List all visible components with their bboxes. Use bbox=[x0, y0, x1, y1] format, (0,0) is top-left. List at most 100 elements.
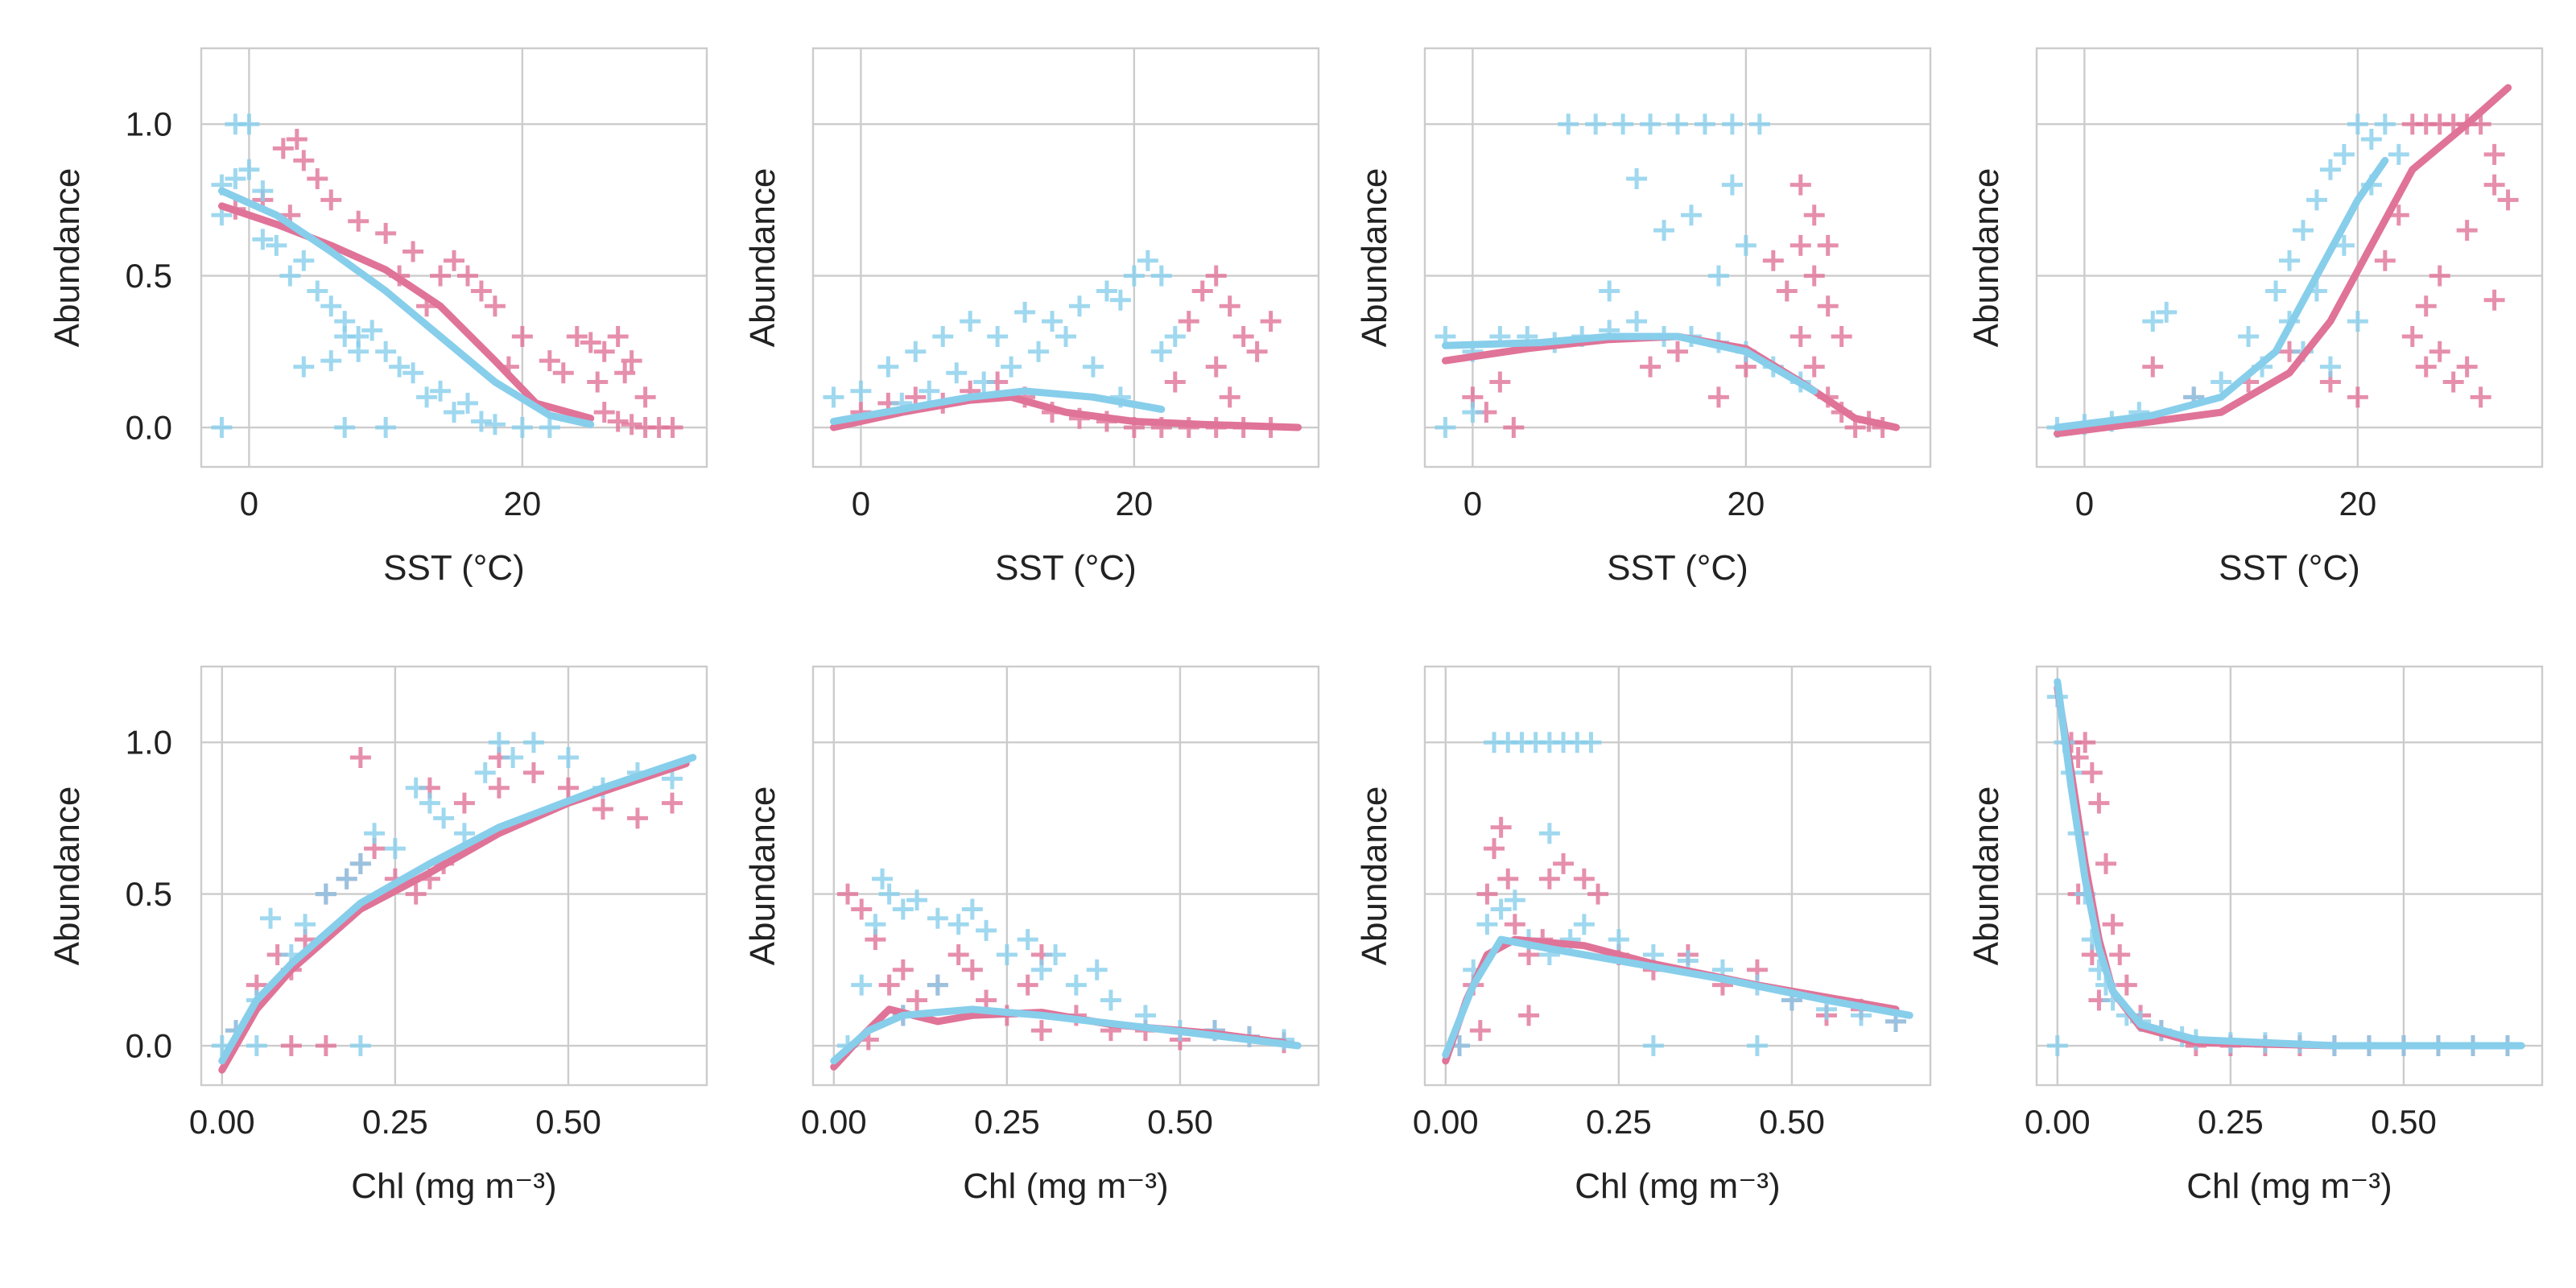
data-point bbox=[851, 974, 873, 996]
panel-1: 0 20 0.0 0.5 1.0 SST (°C) Abundance bbox=[47, 47, 708, 588]
x-tick-label: 0 bbox=[2075, 485, 2094, 522]
panel-4: 0 20 SST (°C) Abundance bbox=[1967, 47, 2544, 588]
data-point bbox=[2347, 311, 2368, 332]
data-point bbox=[932, 325, 954, 347]
data-point bbox=[905, 341, 927, 362]
data-point bbox=[1504, 890, 1525, 911]
data-point bbox=[2265, 280, 2287, 302]
data-point bbox=[211, 417, 233, 439]
data-point bbox=[2292, 220, 2314, 242]
panel-2: 0 20 SST (°C) Abundance bbox=[743, 47, 1320, 588]
x-tick-label: 0 bbox=[1463, 485, 1482, 522]
trend-line-2 bbox=[1442, 332, 1818, 395]
data-point bbox=[1746, 1035, 1768, 1057]
trend-line-2 bbox=[2054, 678, 2525, 1050]
data-point bbox=[1462, 402, 1484, 423]
data-point bbox=[1721, 174, 1743, 196]
x-axis-label: SST (°C) bbox=[2219, 548, 2360, 588]
y-tick-label: 0.5 bbox=[126, 875, 172, 913]
data-point bbox=[662, 417, 683, 439]
data-point bbox=[430, 265, 452, 287]
data-point bbox=[293, 250, 315, 271]
data-point bbox=[892, 898, 914, 920]
data-point bbox=[252, 229, 274, 250]
data-point bbox=[1030, 959, 1052, 980]
data-point bbox=[1497, 868, 1519, 890]
data-point bbox=[1817, 234, 1839, 256]
axes-frame bbox=[811, 47, 1320, 469]
x-axis-label: SST (°C) bbox=[383, 548, 525, 588]
data-point bbox=[315, 883, 336, 905]
data-point bbox=[1164, 371, 1186, 393]
data-point bbox=[474, 762, 496, 783]
data-point bbox=[1100, 989, 1121, 1011]
x-tick-label: 0.00 bbox=[189, 1103, 255, 1141]
data-point bbox=[1001, 356, 1022, 378]
x-tick-label: 0.25 bbox=[1586, 1103, 1652, 1141]
data-point bbox=[927, 907, 948, 929]
data-point bbox=[2102, 914, 2124, 935]
trend-line-2 bbox=[218, 753, 697, 1065]
data-point bbox=[961, 959, 983, 980]
data-point bbox=[947, 943, 969, 965]
data-point bbox=[1205, 356, 1227, 378]
data-point bbox=[892, 959, 914, 980]
data-point bbox=[593, 402, 615, 423]
data-point bbox=[511, 417, 533, 439]
data-point bbox=[2483, 174, 2505, 196]
data-point bbox=[2074, 732, 2096, 753]
plot-area bbox=[2046, 84, 2519, 439]
data-point bbox=[2347, 114, 2368, 135]
data-point bbox=[1667, 114, 1688, 135]
data-point bbox=[1762, 250, 1784, 271]
series-2 bbox=[1435, 114, 1811, 439]
data-point bbox=[1219, 295, 1241, 317]
data-point bbox=[1219, 386, 1241, 408]
data-point bbox=[1469, 1020, 1491, 1042]
data-point bbox=[266, 234, 287, 256]
data-point bbox=[1030, 1020, 1052, 1042]
plot-area bbox=[211, 114, 683, 439]
trend-line-1 bbox=[218, 760, 690, 1074]
data-point bbox=[1476, 914, 1498, 935]
data-point bbox=[2374, 250, 2396, 271]
axes-frame bbox=[811, 665, 1320, 1087]
data-point bbox=[389, 356, 411, 378]
data-point bbox=[2319, 159, 2341, 180]
plot-area bbox=[1435, 114, 1901, 439]
data-point bbox=[384, 838, 406, 860]
data-point bbox=[2238, 325, 2260, 347]
data-point bbox=[621, 414, 642, 436]
data-point bbox=[1232, 325, 1254, 347]
x-axis-label: Chl (mg m⁻³) bbox=[963, 1166, 1168, 1206]
data-point bbox=[405, 777, 427, 799]
data-point bbox=[225, 168, 246, 190]
x-tick-label: 0.25 bbox=[2198, 1103, 2264, 1141]
data-point bbox=[364, 823, 386, 844]
data-point bbox=[1205, 265, 1227, 287]
data-point bbox=[2109, 943, 2131, 965]
x-tick-label: 0.25 bbox=[974, 1103, 1040, 1141]
data-point bbox=[2456, 356, 2478, 378]
data-point bbox=[320, 350, 342, 372]
data-point bbox=[260, 907, 282, 929]
data-point bbox=[1653, 220, 1675, 242]
data-point bbox=[1503, 417, 1525, 439]
data-point bbox=[906, 890, 928, 911]
data-point bbox=[444, 250, 464, 271]
trend-line-2 bbox=[2054, 156, 2389, 431]
x-tick-label: 0.50 bbox=[1759, 1103, 1825, 1141]
data-point bbox=[488, 777, 510, 799]
data-point bbox=[2483, 289, 2505, 311]
data-point bbox=[238, 114, 260, 135]
data-point bbox=[1803, 265, 1825, 287]
y-tick-label: 0.0 bbox=[126, 409, 172, 447]
series-2 bbox=[211, 114, 560, 439]
x-tick-label: 20 bbox=[504, 485, 542, 522]
data-point bbox=[522, 762, 544, 783]
data-point bbox=[878, 974, 900, 996]
data-point bbox=[865, 914, 886, 935]
data-point bbox=[1790, 234, 1811, 256]
data-point bbox=[453, 823, 475, 844]
